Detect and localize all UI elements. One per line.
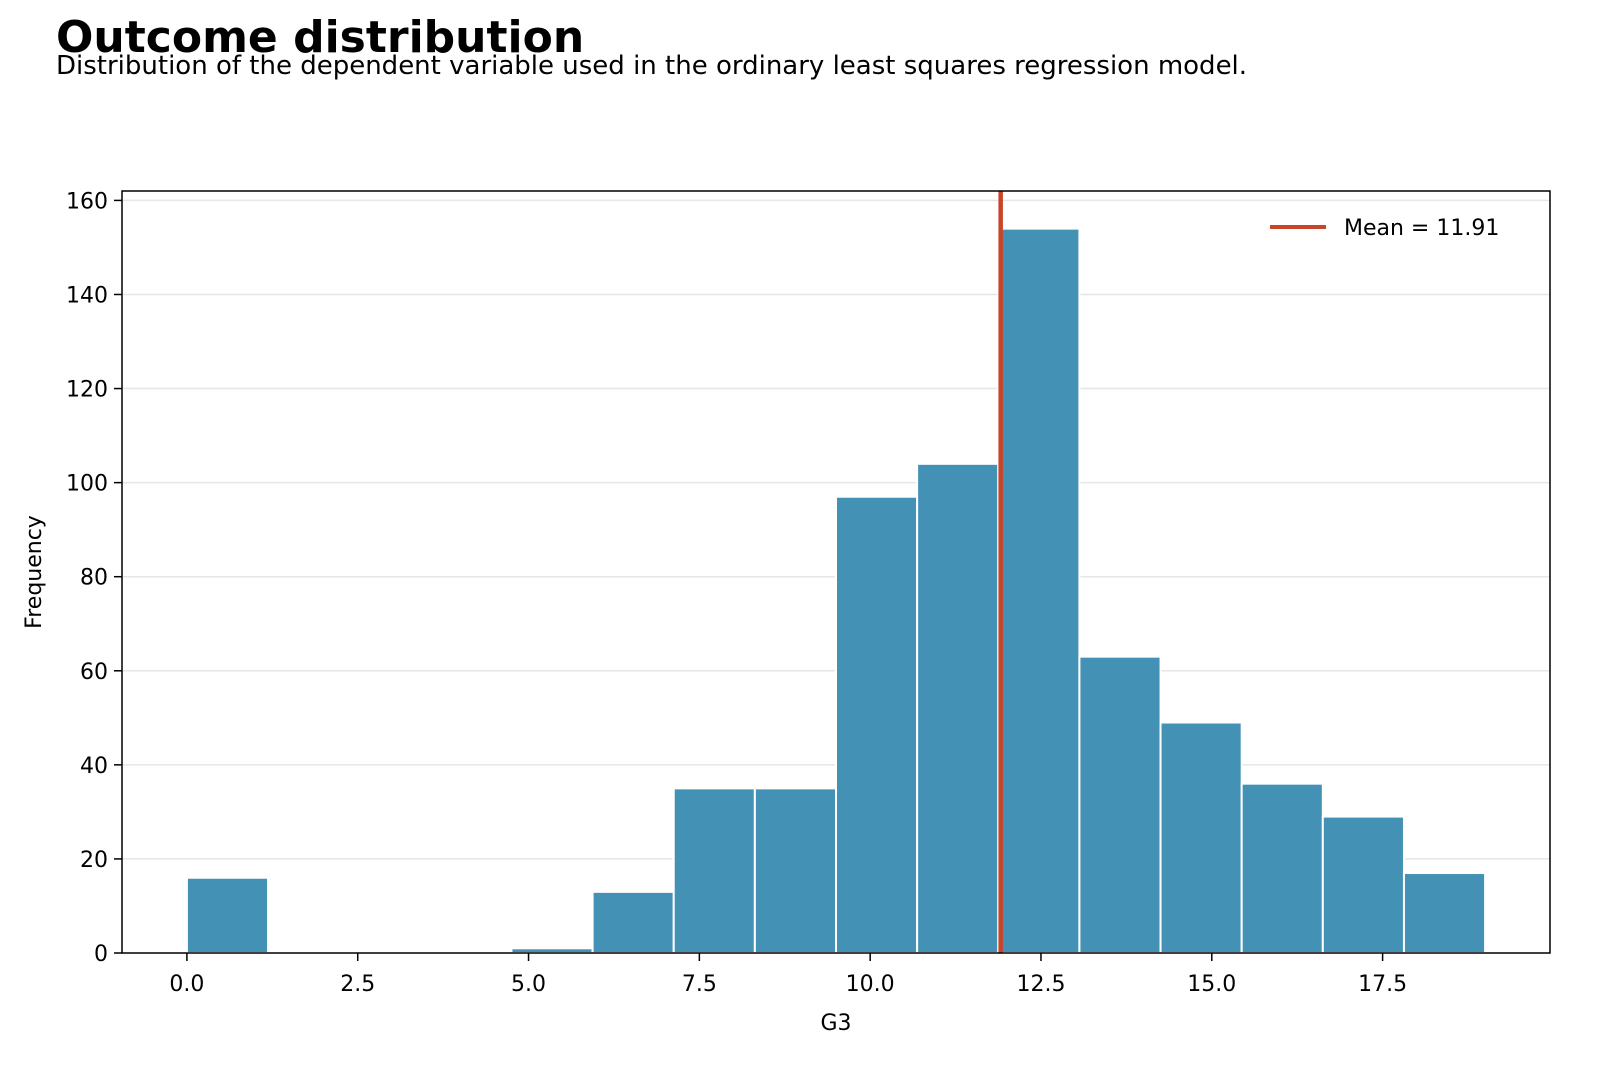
x-axis: 0.0 2.5 5.0 7.5 10.0 12.5 15.0 17.5 [169, 953, 1407, 997]
y-tick-label: 40 [80, 754, 108, 779]
y-axis: 0 20 40 60 80 100 120 140 160 [66, 189, 122, 967]
legend-label-mean: Mean = 11.91 [1344, 216, 1499, 241]
x-axis-label: G3 [820, 1011, 851, 1036]
y-tick-label: 80 [80, 566, 108, 591]
x-tick-label: 12.5 [1016, 972, 1065, 997]
plot-frame [121, 190, 1551, 954]
y-tick-label: 60 [80, 660, 108, 685]
x-tick-label: 15.0 [1187, 972, 1236, 997]
x-tick-label: 7.5 [682, 972, 717, 997]
chart-subtitle: Distribution of the dependent variable u… [56, 51, 1248, 81]
histogram-bar [591, 890, 675, 955]
y-tick-label: 140 [66, 283, 108, 308]
y-tick-label: 0 [94, 942, 108, 967]
y-axis-label: Frequency [22, 515, 47, 629]
bars [185, 227, 1487, 955]
histogram-bar [1402, 872, 1487, 955]
histogram-bar [1240, 782, 1324, 955]
y-tick-label: 120 [66, 378, 108, 403]
x-tick-label: 0.0 [169, 972, 204, 997]
x-tick-label: 5.0 [511, 972, 546, 997]
histogram-bar [185, 876, 270, 954]
histogram-bar [916, 462, 1000, 954]
x-tick-label: 10.0 [846, 972, 895, 997]
legend: Mean = 11.91 [1270, 216, 1499, 241]
x-tick-label: 17.5 [1358, 972, 1407, 997]
chart-title: Outcome distribution [56, 12, 585, 63]
histogram-bar [835, 495, 919, 954]
y-tick-label: 20 [80, 848, 108, 873]
histogram-bar [672, 787, 756, 954]
y-tick-label: 160 [66, 189, 108, 214]
histogram-bar [997, 227, 1081, 954]
histogram-bar [753, 787, 838, 954]
histogram-bar [1321, 815, 1405, 954]
y-tick-label: 100 [66, 472, 108, 497]
x-tick-label: 2.5 [340, 972, 375, 997]
histogram-bar [1078, 655, 1162, 955]
histogram-bar [1159, 721, 1243, 954]
